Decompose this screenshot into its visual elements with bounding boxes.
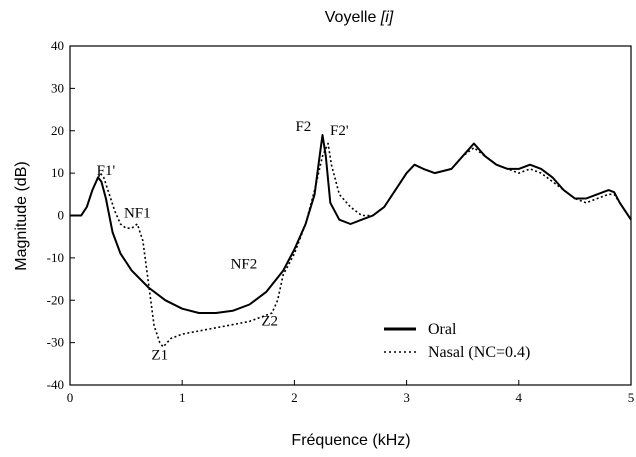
annotation-label: F2 <box>295 119 311 135</box>
series-line-oral <box>70 134 632 314</box>
chart-title-prefix: Voyelle <box>325 9 381 26</box>
chart-title-vowel: [i] <box>380 9 394 26</box>
chart-title: Voyelle [i] <box>325 9 394 26</box>
annotation-label: F2' <box>330 123 349 139</box>
y-tick-label: -10 <box>47 250 64 265</box>
annotation-label: Z1 <box>151 348 168 364</box>
x-tick-label: 4 <box>516 390 523 405</box>
y-tick-label: 30 <box>51 80 64 95</box>
ticks: 0 1 2 3 4 5 40 30 20 10 0 -10 -20 -30 -40 <box>47 38 635 405</box>
x-axis-label: Fréquence (kHz) <box>291 432 410 449</box>
legend-label-nasal: Nasal (NC=0.4) <box>428 344 530 361</box>
legend: Oral Nasal (NC=0.4) <box>384 321 530 361</box>
annotation-label: NF2 <box>231 256 258 272</box>
y-tick-label: 0 <box>58 208 65 223</box>
series <box>70 134 632 348</box>
x-tick-label: 0 <box>67 390 74 405</box>
annotation-label: NF1 <box>124 206 151 222</box>
x-tick-label: 1 <box>179 390 186 405</box>
y-tick-label: -30 <box>47 335 64 350</box>
legend-label-oral: Oral <box>428 321 457 338</box>
x-tick-label: 5 <box>628 390 635 405</box>
x-tick-label: 3 <box>403 390 410 405</box>
y-tick-label: -40 <box>47 377 64 392</box>
series-line-nasal <box>70 142 632 348</box>
annotation-label: F1' <box>97 163 116 179</box>
x-tick-label: 2 <box>291 390 298 405</box>
y-tick-label: 10 <box>51 165 64 180</box>
annotation-label: Z2 <box>261 314 278 330</box>
plot-frame <box>69 45 632 386</box>
annotations: F1' NF1 Z1 NF2 Z2 F2 F2' <box>97 119 349 364</box>
y-tick-label: -20 <box>47 292 64 307</box>
y-axis-label: Magnitude (dB) <box>13 161 30 270</box>
y-tick-label: 40 <box>51 38 64 53</box>
y-tick-label: 20 <box>51 123 64 138</box>
